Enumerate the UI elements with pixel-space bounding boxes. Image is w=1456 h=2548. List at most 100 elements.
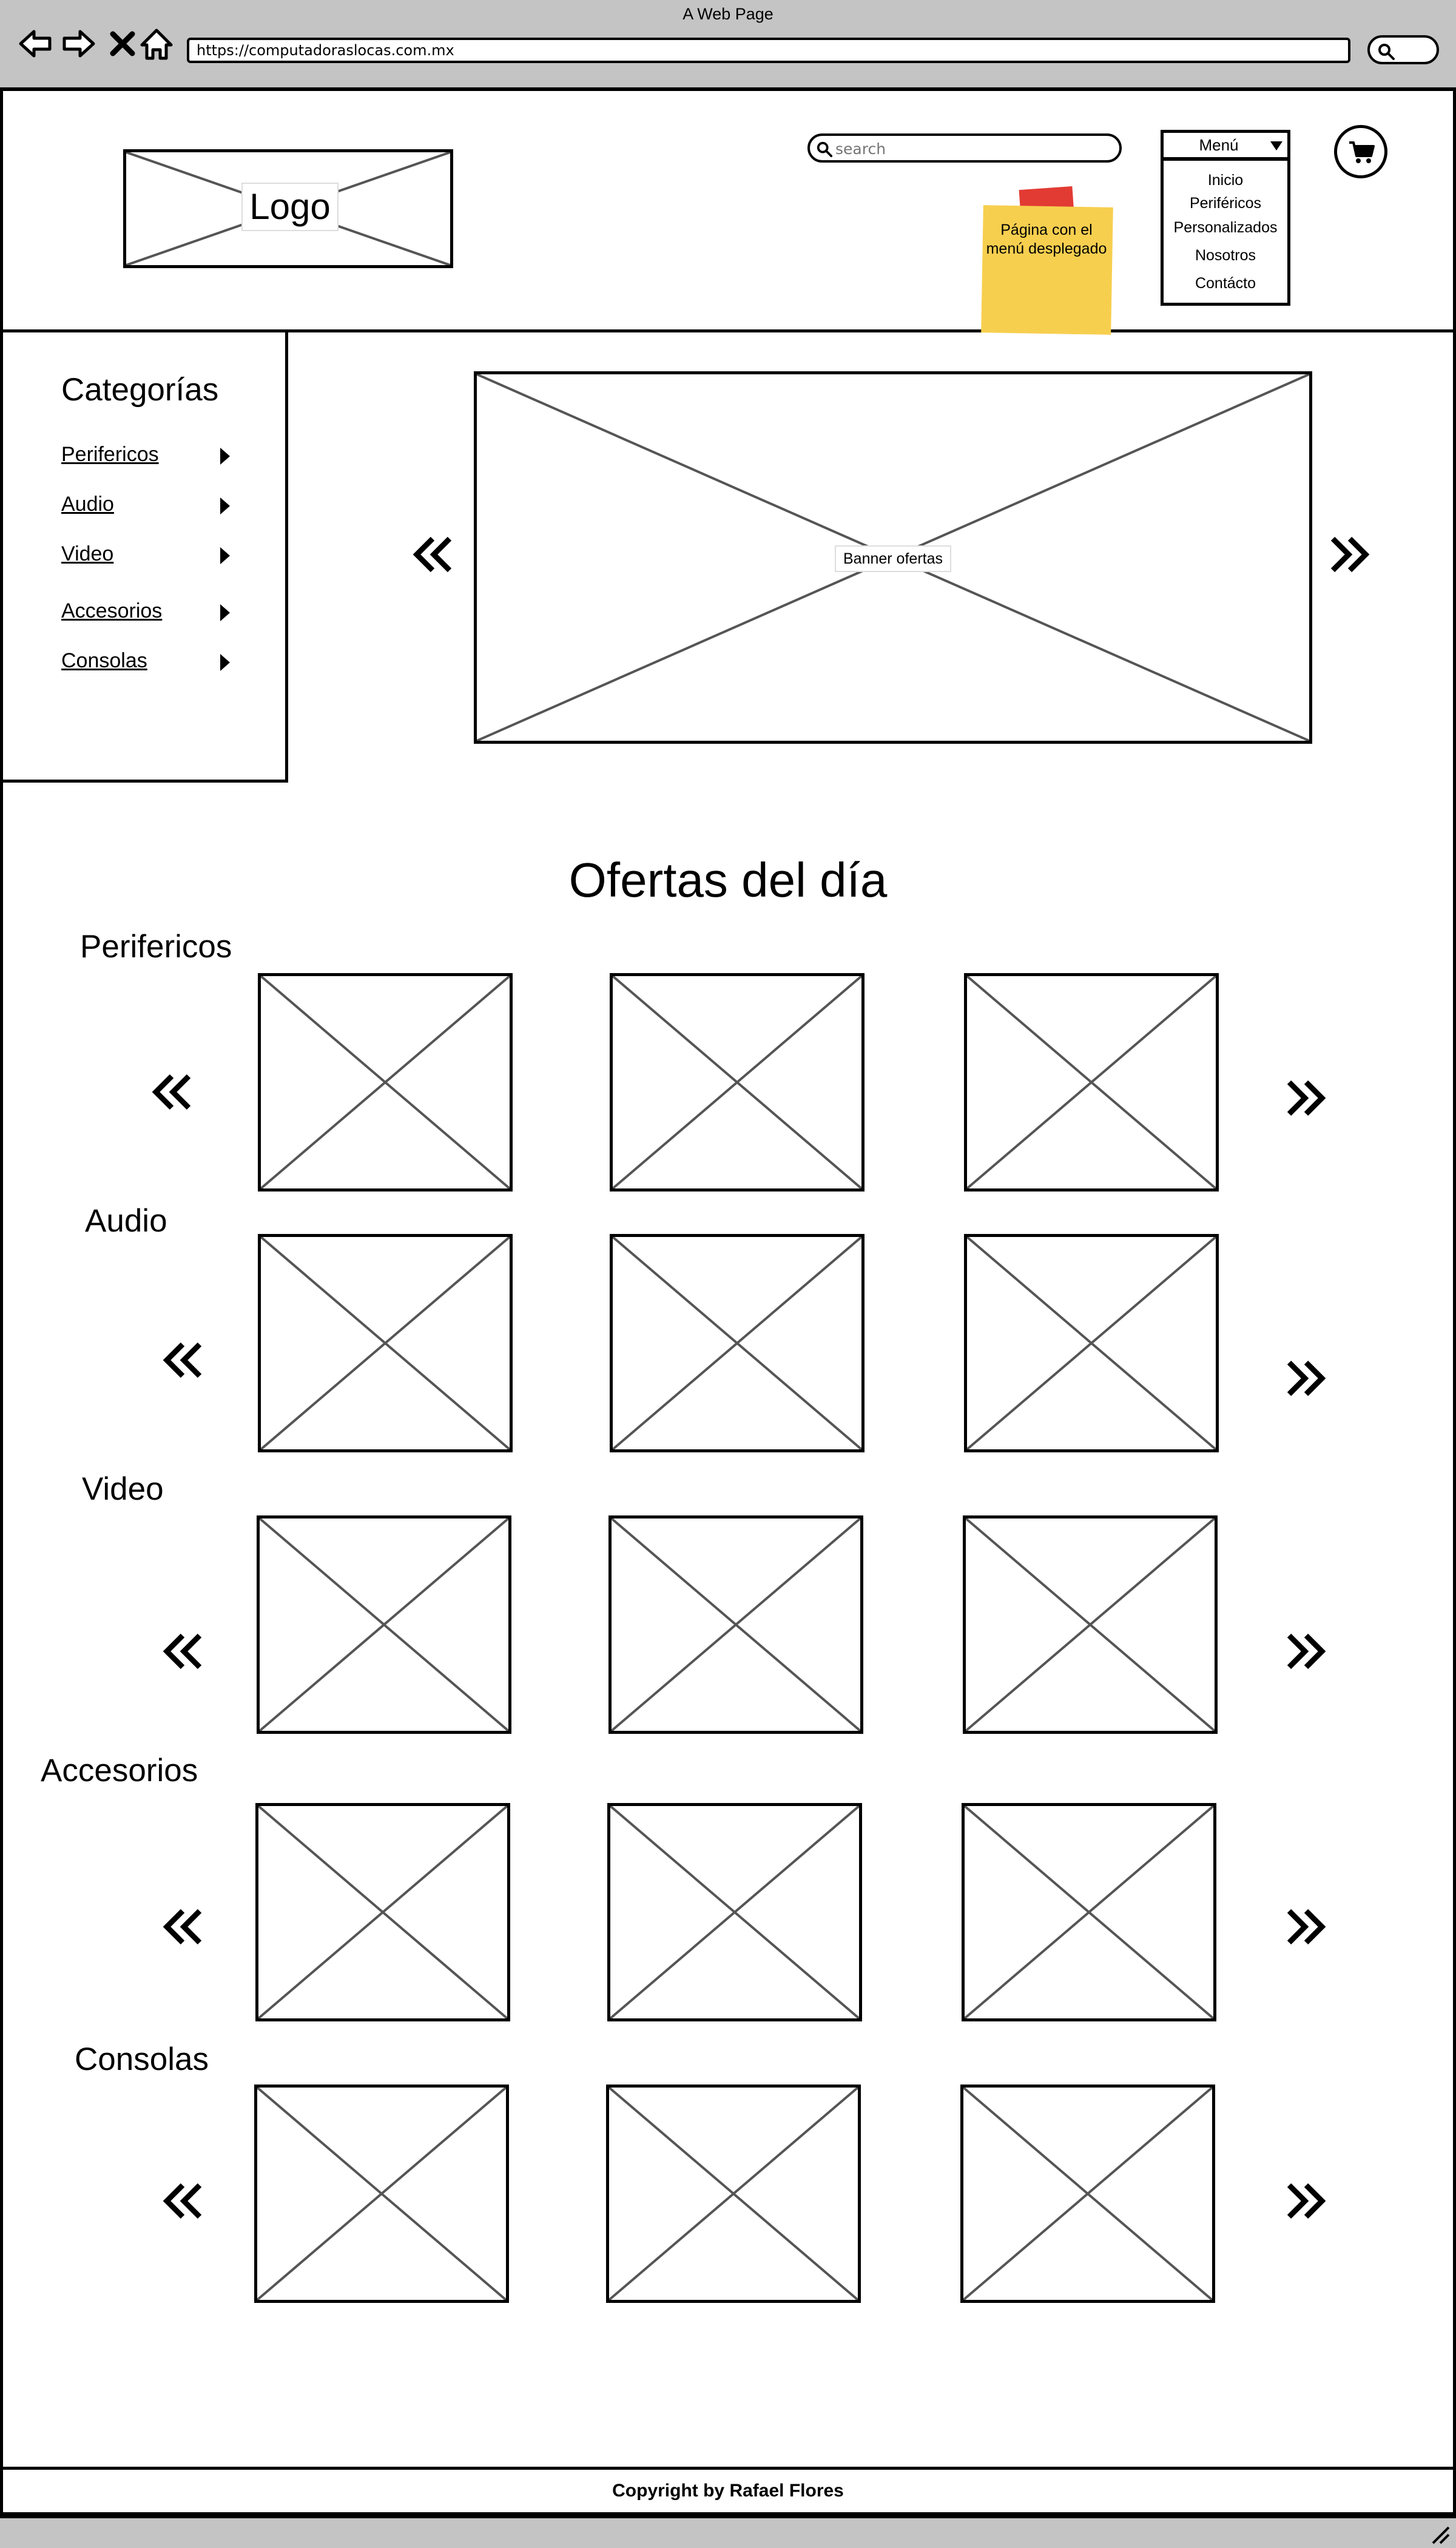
offers-category-consolas: Consolas (75, 2041, 209, 2077)
menu-item-contacto[interactable]: Contácto (1195, 275, 1256, 292)
product-thumbnail[interactable] (610, 1234, 864, 1452)
category-sidebar: Categorías Perifericos Audio Video Acces… (3, 332, 288, 783)
carousel-next-button[interactable] (1281, 1354, 1329, 1403)
chevron-left-double-icon (163, 1909, 202, 1945)
product-thumbnail[interactable] (607, 1803, 862, 2021)
forward-button[interactable] (59, 24, 98, 63)
offers-category-accesorios: Accesorios (41, 1753, 198, 1788)
stop-button[interactable] (103, 24, 142, 63)
image-placeholder-icon (612, 1518, 860, 1731)
site-search[interactable] (807, 133, 1122, 163)
carousel-next-button[interactable] (1281, 2177, 1329, 2225)
stop-icon (110, 31, 135, 56)
chevron-left-double-icon (163, 2183, 202, 2219)
back-button[interactable] (16, 24, 55, 63)
menu-toggle[interactable]: Menú (1164, 133, 1287, 161)
url-bar[interactable]: https://computadoraslocas.com.mx (187, 38, 1350, 63)
menu-item-perifericos[interactable]: Periféricos (1189, 195, 1262, 212)
caret-right-icon (220, 497, 230, 514)
product-thumbnail[interactable] (964, 973, 1219, 1191)
home-icon (140, 29, 173, 60)
offers-category-perifericos: Perifericos (80, 929, 232, 965)
copyright-text: Copyright by Rafael Flores (612, 2481, 844, 2501)
product-thumbnail[interactable] (960, 2085, 1215, 2303)
menu-item-inicio[interactable]: Inicio (1207, 172, 1244, 189)
search-icon (1378, 44, 1395, 60)
carousel-next-button[interactable] (1281, 1627, 1329, 1676)
image-placeholder-icon (967, 976, 1216, 1188)
chevron-right-double-icon (1287, 1633, 1326, 1670)
menu-item-personalizados[interactable]: Personalizados (1173, 219, 1278, 236)
chevron-right-double-icon (1287, 1080, 1326, 1116)
chevron-right-double-icon (1330, 536, 1370, 573)
product-thumbnail[interactable] (962, 1803, 1216, 2021)
caret-right-icon (220, 448, 230, 465)
carousel-prev-button[interactable] (160, 1903, 208, 1951)
product-thumbnail[interactable] (964, 1234, 1219, 1452)
carousel-prev-button[interactable] (160, 1627, 208, 1676)
sidebar-item-audio[interactable]: Audio (61, 493, 243, 523)
sidebar-item-label: Consolas (61, 649, 147, 672)
banner-prev-button[interactable] (410, 530, 458, 579)
menu-item-nosotros[interactable]: Nosotros (1195, 247, 1256, 264)
search-input[interactable] (835, 138, 1102, 159)
image-placeholder-icon (613, 1237, 861, 1449)
site-footer: Copyright by Rafael Flores (0, 2467, 1456, 2515)
browser-chrome: A Web Page https://computadoraslocas.com… (0, 0, 1456, 91)
product-thumbnail[interactable] (963, 1515, 1218, 1734)
chevron-right-double-icon (1287, 1909, 1326, 1945)
chevron-left-double-icon (413, 536, 452, 573)
search-icon (817, 141, 833, 158)
dropdown-caret-icon (1270, 141, 1282, 150)
image-placeholder-icon (966, 1518, 1215, 1731)
logo[interactable]: Logo (123, 149, 453, 268)
offers-banner[interactable]: Banner ofertas (474, 371, 1312, 744)
back-icon (19, 30, 52, 58)
forward-icon (62, 30, 95, 58)
sidebar-item-label: Video (61, 542, 114, 565)
carousel-next-button[interactable] (1281, 1903, 1329, 1951)
dropdown-menu[interactable]: Menú Inicio Periféricos Personalizados N… (1161, 130, 1290, 306)
product-thumbnail[interactable] (255, 1803, 510, 2021)
sidebar-item-label: Audio (61, 493, 114, 516)
image-placeholder-icon (967, 1237, 1216, 1449)
product-thumbnail[interactable] (258, 1234, 513, 1452)
product-thumbnail[interactable] (606, 2085, 861, 2303)
cart-icon (1349, 141, 1375, 163)
offers-category-audio: Audio (85, 1203, 167, 1239)
banner-label: Banner ofertas (835, 545, 951, 572)
image-placeholder-icon (260, 1518, 508, 1731)
image-placeholder-icon (963, 2088, 1212, 2300)
carousel-prev-button[interactable] (160, 1336, 208, 1384)
product-thumbnail[interactable] (610, 973, 864, 1191)
image-placeholder-icon (965, 1806, 1213, 2018)
resize-grip-icon[interactable] (1428, 2523, 1450, 2544)
carousel-next-button[interactable] (1281, 1074, 1329, 1122)
page-frame: Logo Página con el menú desplegado Menú … (0, 91, 1456, 2468)
logo-label: Logo (241, 183, 339, 231)
home-button[interactable] (137, 24, 176, 63)
chevron-left-double-icon (163, 1633, 202, 1670)
carousel-prev-button[interactable] (160, 2177, 208, 2225)
sidebar-item-accesorios[interactable]: Accesorios (61, 599, 243, 630)
window-title: A Web Page (682, 5, 774, 23)
sidebar-item-perifericos[interactable]: Perifericos (61, 443, 243, 473)
carousel-prev-button[interactable] (149, 1068, 197, 1116)
browser-search-button[interactable] (1367, 35, 1439, 64)
image-placeholder-icon (609, 2088, 858, 2300)
cart-button[interactable] (1334, 125, 1387, 178)
sidebar-item-label: Perifericos (61, 443, 159, 466)
sidebar-item-label: Accesorios (61, 599, 163, 622)
sidebar-item-video[interactable]: Video (61, 542, 243, 573)
image-placeholder-icon (613, 976, 861, 1188)
product-thumbnail[interactable] (254, 2085, 509, 2303)
offers-title: Ofertas del día (568, 853, 888, 907)
offers-category-video: Video (82, 1471, 164, 1507)
sidebar-item-consolas[interactable]: Consolas (61, 649, 243, 679)
product-thumbnail[interactable] (608, 1515, 863, 1734)
banner-next-button[interactable] (1324, 530, 1373, 579)
product-thumbnail[interactable] (258, 973, 513, 1191)
caret-right-icon (220, 604, 230, 621)
product-thumbnail[interactable] (257, 1515, 511, 1734)
image-placeholder-icon (257, 2088, 506, 2300)
